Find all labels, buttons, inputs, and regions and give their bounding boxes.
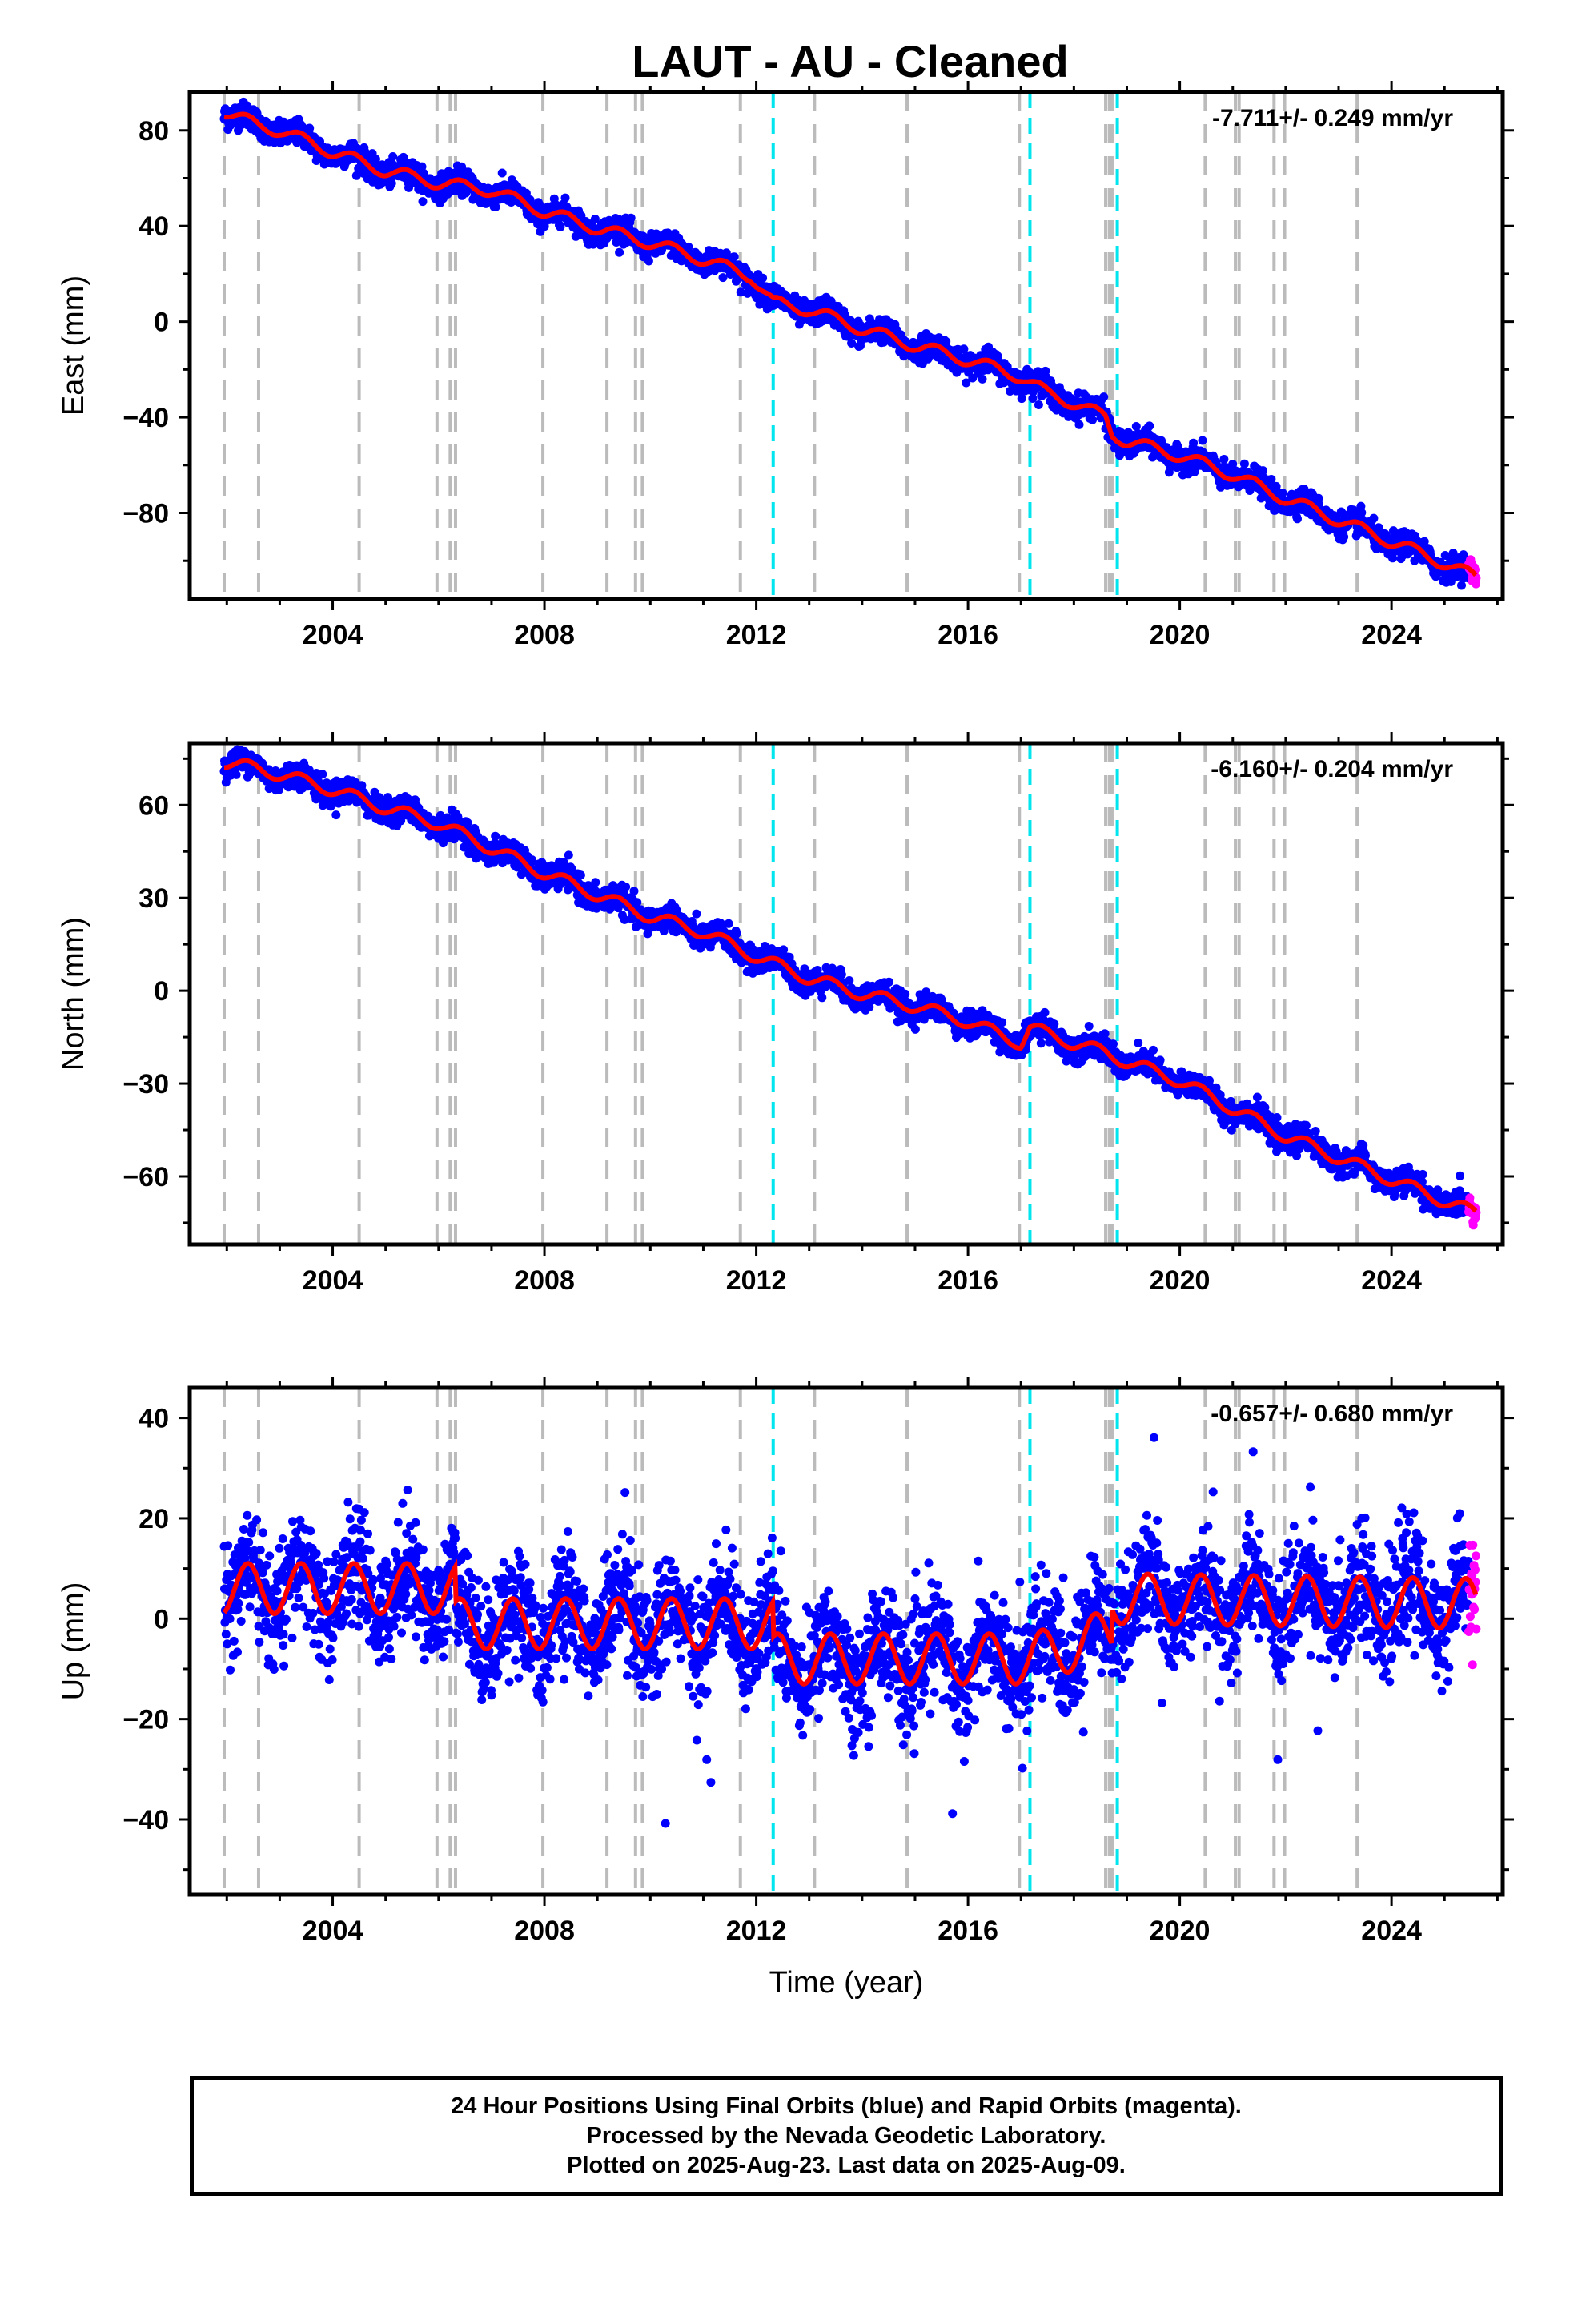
final-orbit-point — [576, 870, 585, 880]
final-orbit-point — [736, 287, 745, 297]
final-orbit-point — [968, 373, 978, 383]
final-orbit-point — [1219, 455, 1229, 464]
final-orbit-point — [1099, 392, 1109, 402]
final-orbit-point — [626, 213, 636, 223]
final-orbit-point — [418, 197, 428, 207]
final-orbit-point — [758, 273, 768, 283]
final-orbit-point — [1028, 394, 1038, 403]
final-orbit-point — [491, 203, 500, 211]
final-orbit-point — [684, 242, 693, 251]
panels-layer: 2004 2008 2012 2016 2020 2024 −80 −40 0 40 80 East … — [57, 81, 1514, 2000]
final-orbit-point — [1369, 513, 1379, 523]
y-tick-label: 80 — [139, 116, 169, 147]
velocity-label: -7.711+/- 0.249 mm/yr — [1212, 105, 1453, 131]
y-axis-label: East (mm) — [57, 275, 90, 416]
final-orbit-point — [1017, 394, 1026, 404]
x-tick-label: 2008 — [514, 620, 575, 650]
final-orbit-point — [1074, 420, 1084, 429]
event-lines — [222, 92, 1359, 599]
final-orbit-point — [718, 273, 728, 283]
final-orbit-point — [491, 831, 500, 841]
final-orbit-point — [591, 878, 600, 887]
final-orbit-point — [556, 223, 565, 231]
final-orbit-point — [497, 168, 507, 178]
final-orbit-point — [590, 215, 600, 223]
panel-north: 2004 2008 2012 2016 2020 2024−60−3003060North… — [57, 732, 1514, 1296]
final-orbit-point — [962, 378, 971, 388]
x-tick-label: 2016 — [938, 620, 998, 650]
final-orbit-point — [564, 850, 573, 860]
final-orbit-point — [1088, 415, 1097, 424]
final-orbit-point — [959, 344, 969, 354]
final-orbit-point — [331, 810, 341, 820]
final-orbit-point — [388, 152, 398, 161]
final-orbit-point — [305, 123, 315, 133]
chart-title: LAUT - AU - Cleaned — [632, 36, 1068, 86]
final-orbit-point — [1293, 514, 1302, 524]
final-orbit-point — [692, 909, 701, 919]
final-orbit-point — [560, 193, 570, 203]
final-orbit-point — [1339, 532, 1349, 541]
final-orbit-point — [644, 256, 653, 266]
final-orbit-point — [879, 337, 889, 347]
final-orbit-point — [404, 183, 413, 192]
x-tick-label: 2004 — [303, 620, 363, 650]
final-orbit-point — [231, 770, 241, 779]
final-orbit-point — [318, 770, 327, 779]
final-orbit-point — [387, 179, 396, 188]
final-orbit-point — [729, 252, 739, 262]
final-orbit-point — [1239, 459, 1249, 468]
x-tick-label: 2024 — [1361, 620, 1422, 650]
final-orbit-point — [351, 171, 361, 180]
final-orbit-point — [978, 374, 987, 384]
final-orbit-point — [615, 247, 624, 257]
y-tick-label: −80 — [122, 499, 169, 529]
x-tick-label: 2020 — [1150, 620, 1211, 650]
y-tick-label: 0 — [154, 308, 169, 338]
final-orbit-point — [724, 919, 733, 928]
final-orbit-point — [847, 339, 857, 348]
final-orbit-point — [1002, 362, 1012, 372]
final-orbit-point — [621, 882, 631, 891]
data-points — [219, 745, 1481, 1230]
x-tick-label: 2012 — [726, 620, 787, 650]
y-tick-label: 40 — [139, 211, 169, 242]
final-orbit-point — [732, 929, 741, 939]
final-orbit-point — [1034, 400, 1043, 409]
final-orbit-point — [371, 155, 380, 164]
y-tick-label: −40 — [122, 403, 169, 433]
final-orbit-point — [1259, 466, 1267, 476]
panel-east: 2004 2008 2012 2016 2020 2024 −80 −40 0 40 80 East … — [57, 81, 1514, 650]
final-orbit-point — [629, 887, 639, 896]
final-orbit-point — [1145, 421, 1154, 431]
final-orbit-point — [1198, 436, 1207, 445]
final-orbit-point — [521, 188, 531, 198]
